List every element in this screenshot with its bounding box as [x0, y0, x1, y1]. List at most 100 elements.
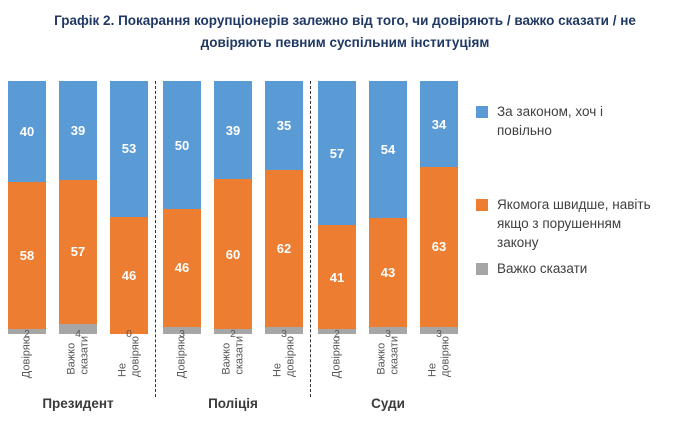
bar-column: 53 46 0 Не довіряю	[110, 81, 148, 392]
legend-label: Якомога швидше, навіть якщо з порушенням…	[497, 197, 651, 250]
bar-segment	[369, 326, 407, 335]
bar-value-label: 41	[329, 269, 345, 285]
bar-value-label: 53	[121, 141, 137, 157]
legend-label: Важко сказати	[497, 261, 588, 277]
group-label: Суди	[371, 396, 405, 412]
chart-area: 40 58 2 Довіряю 39 57 4 Важко сказати 53 46 0 Не до…	[0, 81, 690, 411]
category-label-text: Важко сказати	[375, 336, 400, 375]
bar-group: 57 41 2 Довіряю 54 43 3 Важко сказати 34 63 3 Не до…	[316, 81, 460, 411]
bar-segment	[59, 324, 97, 335]
bar-segment: 40	[8, 81, 46, 183]
legend-swatch	[476, 199, 488, 212]
bar-value-label: 46	[121, 267, 137, 283]
bar-segment	[214, 329, 252, 335]
stacked-bar: 40 58 2	[8, 81, 46, 340]
bar-value-label-gray: 3	[385, 328, 391, 341]
legend-item: Якомога швидше, навіть якщо з порушенням…	[476, 196, 690, 252]
category-label: Довіряю	[8, 334, 46, 392]
bar-segment: 46	[163, 208, 201, 327]
bar-value-label: 40	[19, 124, 35, 140]
bar-value-label: 46	[174, 260, 190, 276]
stacked-bar: 39 60 2	[214, 81, 252, 340]
category-label-text: Не довіряю	[271, 336, 296, 378]
bar-segment: 63	[420, 167, 458, 327]
legend-swatch	[476, 263, 488, 276]
bar-column: 54 43 3 Важко сказати	[369, 81, 407, 392]
stacked-bar: 35 62 3	[265, 81, 303, 340]
category-label: Не довіряю	[110, 334, 148, 392]
bar-segment: 34	[420, 81, 458, 168]
bar-value-label-gray: 3	[436, 328, 442, 341]
bar-column: 39 60 2 Важко сказати	[214, 81, 252, 392]
bar-segment: 46	[110, 216, 148, 335]
bar-segment: 39	[59, 81, 97, 180]
bar-value-label: 39	[70, 123, 86, 139]
bar-segment: 53	[110, 81, 148, 217]
legend-label: За законом, хоч і повільно	[497, 104, 604, 138]
stacked-bar: 39 57 4	[59, 81, 97, 340]
bar-value-label-gray: 2	[230, 328, 236, 341]
bar-segment: 41	[318, 225, 356, 330]
bar-segment: 35	[265, 81, 303, 170]
chart-figure: Графік 2. Покарання корупціонерів залежн…	[0, 10, 690, 445]
bar-segment: 58	[8, 182, 46, 330]
bar-segment	[318, 329, 356, 335]
plot-area: 40 58 2 Довіряю 39 57 4 Важко сказати 53 46 0 Не до…	[6, 81, 460, 411]
bar-segment: 60	[214, 178, 252, 330]
bar-segment: 50	[163, 81, 201, 209]
bar-segment	[163, 326, 201, 335]
bar-column: 50 46 3 Довіряю	[163, 81, 201, 392]
bar-column: 35 62 3 Не довіряю	[265, 81, 303, 392]
bar-column: 57 41 2 Довіряю	[318, 81, 356, 392]
category-label-text: Довіряю	[175, 336, 188, 379]
category-label: Важко сказати	[214, 334, 252, 392]
bar-value-label: 63	[431, 239, 447, 255]
bar-column: 34 63 3 Не довіряю	[420, 81, 458, 392]
group-label: Президент	[42, 396, 114, 412]
category-label-text: Важко сказати	[65, 336, 90, 375]
bar-value-label-gray: 0	[126, 328, 132, 341]
stacked-bar: 53 46 0	[110, 81, 148, 340]
group-label: Поліція	[208, 396, 258, 412]
chart-title: Графік 2. Покарання корупціонерів залежн…	[54, 13, 636, 50]
category-label-text: Довіряю	[20, 336, 33, 379]
bar-value-label: 43	[380, 264, 396, 280]
bar-segment: 43	[369, 217, 407, 327]
legend: За законом, хоч і повільно Якомога швидше…	[460, 81, 690, 411]
bar-value-label: 62	[276, 240, 292, 256]
bar-value-label: 34	[431, 116, 447, 132]
bars-row: 40 58 2 Довіряю 39 57 4 Важко сказати 53 46 0 Не до…	[6, 81, 150, 392]
category-label: Довіряю	[163, 334, 201, 392]
bar-value-label-gray: 3	[179, 328, 185, 341]
bar-segment	[8, 329, 46, 335]
bar-group: 50 46 3 Довіряю 39 60 2 Важко сказати 35 62 3 Не до…	[161, 81, 305, 411]
category-label-text: Не довіряю	[426, 336, 451, 378]
bar-value-label-gray: 3	[281, 328, 287, 341]
bar-segment: 62	[265, 169, 303, 327]
bar-value-label-gray: 2	[24, 328, 30, 341]
bar-value-label: 54	[380, 141, 396, 157]
category-label-text: Довіряю	[330, 336, 343, 379]
bar-value-label: 57	[70, 244, 86, 260]
bars-row: 50 46 3 Довіряю 39 60 2 Важко сказати 35 62 3 Не до…	[161, 81, 305, 392]
bar-segment: 39	[214, 81, 252, 179]
category-label-text: Не довіряю	[116, 336, 141, 378]
bar-segment: 54	[369, 81, 407, 218]
category-label: Важко сказати	[369, 334, 407, 392]
bars-row: 57 41 2 Довіряю 54 43 3 Важко сказати 34 63 3 Не до…	[316, 81, 460, 392]
stacked-bar: 57 41 2	[318, 81, 356, 340]
bar-segment	[420, 326, 458, 335]
bar-value-label: 39	[225, 122, 241, 138]
bar-value-label-gray: 4	[75, 328, 81, 341]
bar-column: 40 58 2 Довіряю	[8, 81, 46, 392]
legend-item: Важко сказати	[476, 260, 690, 279]
stacked-bar: 54 43 3	[369, 81, 407, 340]
category-label: Довіряю	[318, 334, 356, 392]
legend-item: За законом, хоч і повільно	[476, 103, 690, 140]
bar-value-label-gray: 2	[334, 328, 340, 341]
group-separator	[310, 81, 311, 398]
bar-segment	[265, 326, 303, 335]
bar-value-label: 58	[19, 248, 35, 264]
bar-value-label: 60	[225, 246, 241, 262]
legend-swatch	[476, 106, 488, 119]
